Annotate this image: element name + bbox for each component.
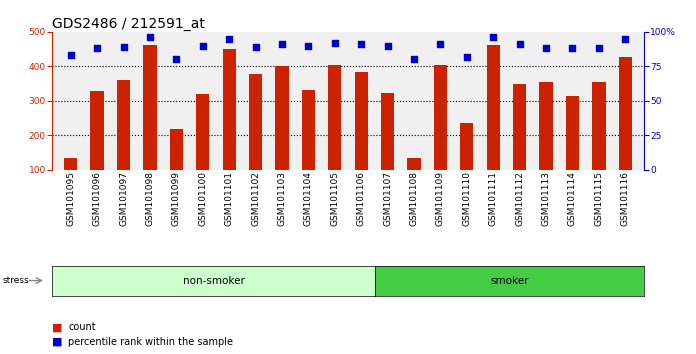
Text: ■: ■ <box>52 337 63 347</box>
Bar <box>276 67 289 170</box>
Text: non-smoker: non-smoker <box>182 275 244 286</box>
Point <box>461 54 473 59</box>
Bar <box>170 129 183 170</box>
Text: smoker: smoker <box>490 275 528 286</box>
Point <box>329 40 340 46</box>
Bar <box>354 72 367 170</box>
Point <box>250 44 261 50</box>
Point <box>514 41 525 47</box>
Bar <box>143 45 157 170</box>
Text: GDS2486 / 212591_at: GDS2486 / 212591_at <box>52 17 205 31</box>
Point <box>488 35 499 40</box>
Bar <box>434 65 447 170</box>
Point <box>303 43 314 48</box>
Point <box>382 43 393 48</box>
Text: percentile rank within the sample: percentile rank within the sample <box>68 337 233 347</box>
Bar <box>117 80 130 170</box>
Point <box>619 36 631 42</box>
Bar <box>566 96 579 170</box>
Bar <box>64 158 77 170</box>
Point <box>92 46 103 51</box>
Text: stress: stress <box>3 276 29 285</box>
Bar <box>513 84 526 170</box>
Bar <box>592 82 606 170</box>
Point <box>223 36 235 42</box>
Point <box>197 43 208 48</box>
Bar <box>329 65 342 170</box>
Point <box>567 46 578 51</box>
Point <box>541 46 552 51</box>
Text: count: count <box>68 322 96 332</box>
Bar <box>249 74 262 170</box>
Point <box>409 57 420 62</box>
Bar <box>539 82 553 170</box>
Bar <box>619 57 632 170</box>
Point <box>171 57 182 62</box>
Point <box>593 46 604 51</box>
Bar <box>90 91 104 170</box>
Point <box>276 41 287 47</box>
Text: ■: ■ <box>52 322 63 332</box>
Point <box>65 52 77 58</box>
Bar <box>407 158 420 170</box>
Bar <box>223 49 236 170</box>
Bar <box>302 90 315 170</box>
Point <box>435 41 446 47</box>
Point <box>356 41 367 47</box>
Bar <box>196 94 209 170</box>
Point <box>144 35 155 40</box>
Bar <box>487 45 500 170</box>
Point <box>118 44 129 50</box>
Bar <box>460 122 473 170</box>
Bar <box>381 93 394 170</box>
